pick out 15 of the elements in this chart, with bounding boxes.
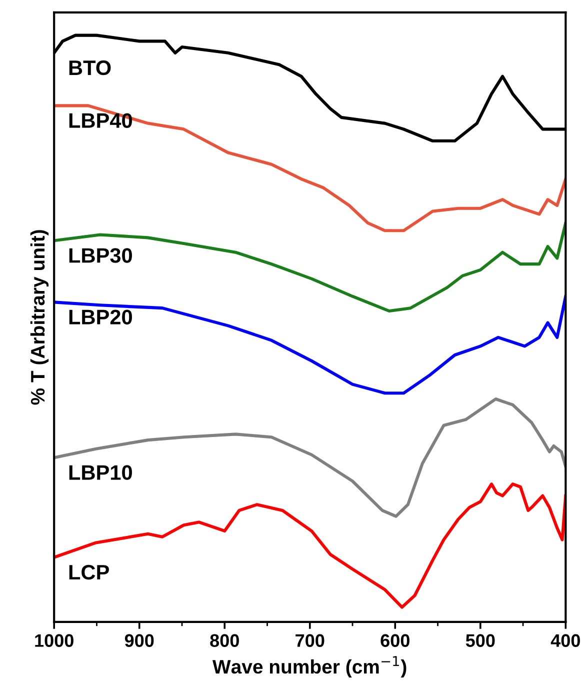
series-label: LCP bbox=[69, 564, 109, 580]
x-axis-title: Wave number (cm$^{−1}$) bbox=[212, 656, 406, 678]
series-label: LBP40 bbox=[69, 113, 132, 128]
series-label: BTO bbox=[69, 60, 111, 76]
x-tick-label: 400 bbox=[550, 634, 580, 647]
x-tick-label: 700 bbox=[296, 634, 324, 647]
series-label: LBP10 bbox=[69, 465, 132, 480]
x-tick-label: 600 bbox=[380, 634, 410, 647]
series-label: LBP20 bbox=[69, 310, 132, 324]
x-tick-label: 1000 bbox=[35, 634, 74, 647]
y-axis-title: % T (Arbitrary unit) bbox=[30, 230, 49, 405]
x-tick-label: 800 bbox=[210, 634, 239, 647]
series-label: LBP30 bbox=[69, 248, 132, 263]
x-tick-label: 500 bbox=[466, 634, 495, 647]
x-tick-label: 900 bbox=[124, 634, 154, 647]
